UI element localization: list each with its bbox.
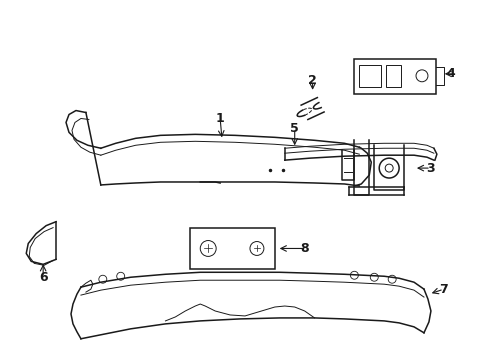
Bar [354, 59, 435, 94]
Text: 8: 8 [300, 242, 308, 255]
Text: 3: 3 [426, 162, 434, 175]
Text: 5: 5 [290, 122, 299, 135]
Bar [359, 65, 381, 87]
Text: 1: 1 [215, 112, 224, 125]
Bar [386, 65, 400, 87]
Text: 4: 4 [446, 67, 454, 80]
Text: 7: 7 [439, 283, 447, 296]
Text: 6: 6 [39, 271, 47, 284]
Text: 2: 2 [307, 74, 316, 87]
Bar [190, 228, 274, 269]
